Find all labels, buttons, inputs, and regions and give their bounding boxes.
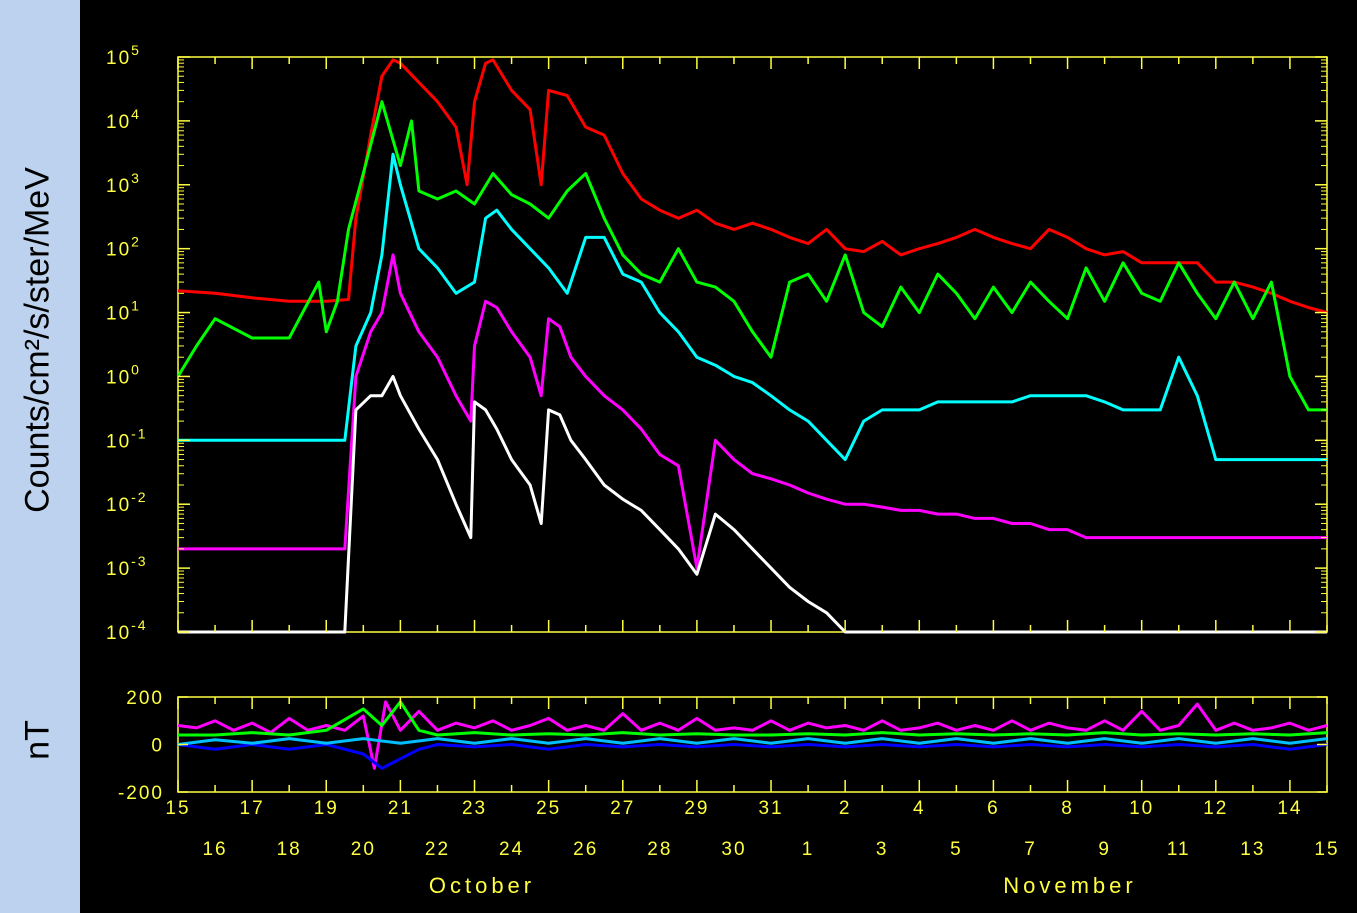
x-tick-label-lower: 30 xyxy=(721,839,746,860)
flux-y-tick-label: 104 xyxy=(106,106,141,133)
flux-y-tick-label: 100 xyxy=(106,361,141,388)
x-tick-label-upper: 8 xyxy=(1061,798,1074,819)
x-tick-label-upper: 10 xyxy=(1129,798,1154,819)
x-tick-label-upper: 31 xyxy=(758,798,783,819)
magnetic-field-plot-panel: 200 0 -200 xyxy=(118,688,1328,804)
field-series-0 xyxy=(177,700,1328,770)
x-tick-label-upper: 2 xyxy=(839,798,852,819)
x-tick-label-lower: 13 xyxy=(1240,839,1265,860)
x-tick-label-lower: 7 xyxy=(1024,839,1037,860)
field-series-2 xyxy=(177,743,1328,770)
x-tick-label-lower: 24 xyxy=(499,839,524,860)
x-tick-label-lower: 3 xyxy=(876,839,889,860)
y-axis-label-band xyxy=(0,0,80,913)
flux-y-tick-label: 101 xyxy=(106,298,141,325)
x-tick-label-upper: 27 xyxy=(610,798,635,819)
x-tick-label-upper: 25 xyxy=(536,798,561,819)
x-tick-label-lower: 5 xyxy=(950,839,963,860)
x-tick-label-upper: 23 xyxy=(462,798,487,819)
field-y-tick-label: -200 xyxy=(118,783,164,804)
x-tick-label-upper: 17 xyxy=(240,798,265,819)
x-tick-label-lower: 1 xyxy=(802,839,815,860)
x-tick-label-upper: 6 xyxy=(987,798,1000,819)
x-tick-label-upper: 15 xyxy=(165,798,190,819)
x-tick-label-lower: 11 xyxy=(1167,839,1191,860)
field-series-1 xyxy=(178,700,1328,737)
flux-series-0 xyxy=(177,58,1328,315)
flux-series-4 xyxy=(178,374,1327,634)
x-tick-label-lower: 28 xyxy=(647,839,672,860)
x-tick-label-upper: 4 xyxy=(913,798,926,819)
x-tick-label-lower: 18 xyxy=(277,839,302,860)
flux-series-1 xyxy=(176,100,1327,412)
flux-plot-frame xyxy=(177,56,1328,633)
flux-y-tick-label: 10-1 xyxy=(106,425,148,452)
month-label-october: October xyxy=(429,873,535,898)
flux-series-2 xyxy=(178,152,1327,462)
x-tick-label-upper: 14 xyxy=(1277,798,1302,819)
x-tick-label-upper: 29 xyxy=(684,798,709,819)
flux-y-tick-label: 10-3 xyxy=(106,553,148,580)
flux-y-tick-label: 102 xyxy=(106,234,141,261)
x-tick-label-upper: 21 xyxy=(388,798,413,819)
field-y-tick-label: 200 xyxy=(126,688,164,709)
x-tick-label-lower: 26 xyxy=(573,839,598,860)
flux-y-tick-label: 105 xyxy=(106,42,141,69)
flux-y-tick-label: 10-2 xyxy=(106,489,148,516)
x-tick-label-upper: 12 xyxy=(1203,798,1228,819)
x-tick-label-lower: 22 xyxy=(425,839,450,860)
flux-y-tick-label: 10-4 xyxy=(106,617,148,644)
flux-plot-panel: 105 104 103 102 101 100 10-1 10-2 10-3 10-4 xyxy=(106,42,1328,644)
field-series-3 xyxy=(177,737,1328,746)
flux-y-tick-label: 103 xyxy=(106,170,141,197)
field-y-tick-label: 0 xyxy=(151,736,164,757)
month-label-november: November xyxy=(1003,873,1136,898)
x-tick-label-lower: 16 xyxy=(202,839,227,860)
x-tick-label-upper: 19 xyxy=(314,798,339,819)
x-tick-label-lower: 9 xyxy=(1098,839,1111,860)
x-tick-label-lower: 20 xyxy=(351,839,376,860)
flux-series-3 xyxy=(178,253,1327,570)
x-tick-label-lower: 15 xyxy=(1314,839,1339,860)
